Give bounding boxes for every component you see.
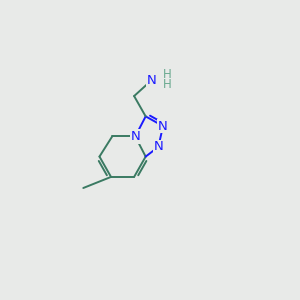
Text: N: N: [154, 140, 163, 153]
Text: H: H: [163, 68, 172, 81]
Text: N: N: [158, 120, 168, 133]
Text: N: N: [130, 130, 140, 143]
Text: N: N: [147, 74, 156, 87]
Text: H: H: [163, 78, 172, 91]
